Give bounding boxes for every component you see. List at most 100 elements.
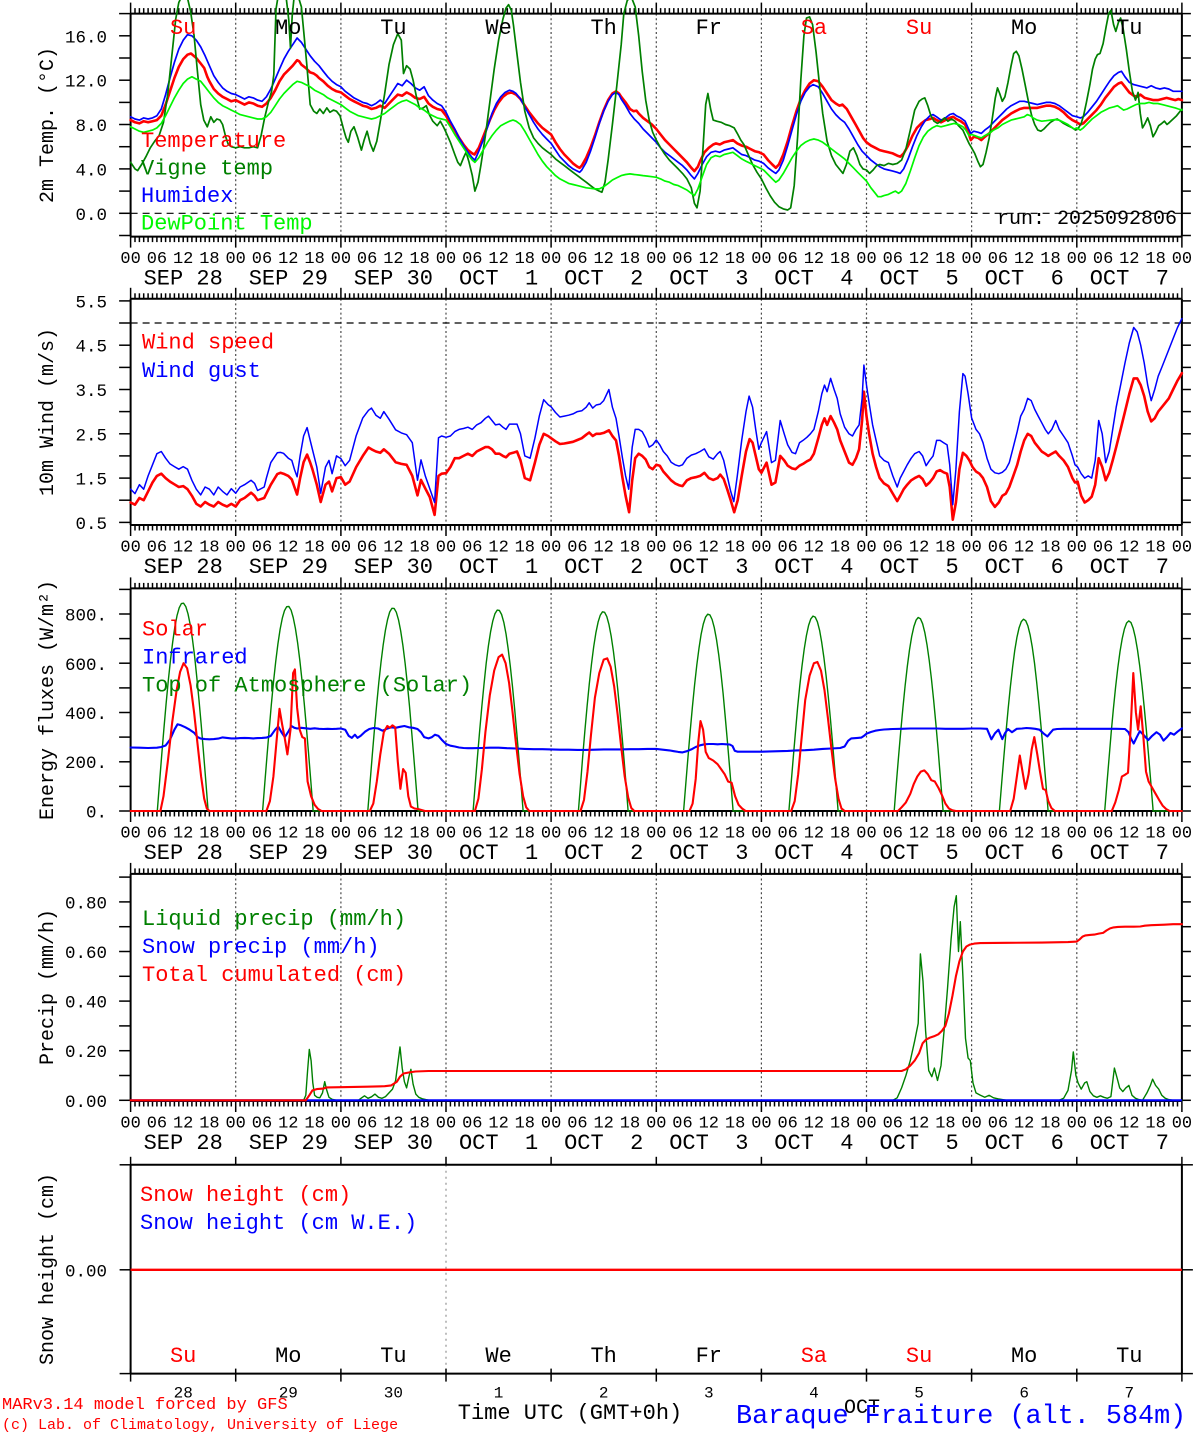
svg-text:00: 00	[541, 539, 561, 558]
svg-text:12: 12	[804, 539, 824, 558]
svg-text:06: 06	[462, 539, 482, 558]
svg-text:SEP 28: SEP 28	[144, 267, 223, 292]
svg-text:18: 18	[199, 539, 219, 558]
svg-text:06: 06	[567, 250, 587, 269]
svg-text:Th: Th	[590, 1344, 616, 1369]
svg-text:12: 12	[173, 539, 193, 558]
svg-text:18: 18	[725, 250, 745, 269]
svg-text:Tu: Tu	[1116, 16, 1142, 41]
svg-text:00: 00	[856, 825, 876, 844]
svg-text:run: 2025092806: run: 2025092806	[997, 208, 1177, 231]
svg-text:OCT 3: OCT 3	[669, 555, 748, 580]
svg-text:Fr: Fr	[696, 1344, 722, 1369]
svg-text:00: 00	[1067, 250, 1087, 269]
svg-text:DewPoint Temp: DewPoint Temp	[141, 212, 313, 237]
svg-text:600.: 600.	[65, 656, 107, 676]
svg-text:1.5: 1.5	[75, 471, 107, 491]
svg-text:SEP 30: SEP 30	[354, 1131, 433, 1156]
svg-text:12: 12	[383, 825, 403, 844]
svg-text:00: 00	[751, 825, 771, 844]
svg-text:06: 06	[1093, 250, 1113, 269]
svg-text:3.5: 3.5	[75, 382, 107, 402]
svg-text:1: 1	[494, 1385, 504, 1403]
svg-text:OCT 6: OCT 6	[985, 267, 1064, 292]
svg-text:00: 00	[961, 539, 981, 558]
svg-text:Snow height (cm W.E.): Snow height (cm W.E.)	[140, 1211, 417, 1236]
svg-text:18: 18	[515, 539, 535, 558]
svg-text:0.0: 0.0	[75, 206, 107, 226]
svg-text:18: 18	[304, 1115, 324, 1134]
svg-text:00: 00	[120, 1115, 140, 1134]
svg-text:00: 00	[1067, 825, 1087, 844]
svg-text:06: 06	[462, 1115, 482, 1134]
svg-text:00: 00	[646, 825, 666, 844]
svg-text:OCT 2: OCT 2	[564, 841, 643, 866]
svg-text:OCT 1: OCT 1	[459, 1131, 538, 1156]
svg-text:0.60: 0.60	[65, 944, 107, 964]
svg-text:06: 06	[777, 825, 797, 844]
svg-text:Mo: Mo	[275, 16, 301, 41]
svg-text:12: 12	[1014, 1115, 1034, 1134]
svg-text:06: 06	[777, 250, 797, 269]
svg-text:18: 18	[725, 539, 745, 558]
svg-text:Su: Su	[906, 16, 932, 41]
svg-text:18: 18	[515, 825, 535, 844]
svg-text:SEP 29: SEP 29	[249, 841, 328, 866]
svg-text:12: 12	[488, 539, 508, 558]
svg-text:06: 06	[883, 825, 903, 844]
svg-text:Temperature: Temperature	[141, 129, 286, 154]
svg-text:00: 00	[1172, 1115, 1192, 1134]
svg-text:Infrared: Infrared	[142, 646, 248, 671]
svg-text:12: 12	[909, 1115, 929, 1134]
svg-text:OCT 7: OCT 7	[1090, 1131, 1169, 1156]
svg-text:18: 18	[725, 1115, 745, 1134]
svg-text:0.40: 0.40	[65, 994, 107, 1014]
svg-text:00: 00	[120, 539, 140, 558]
svg-text:0.00: 0.00	[65, 1093, 107, 1113]
svg-text:18: 18	[725, 825, 745, 844]
svg-text:06: 06	[672, 825, 692, 844]
svg-text:3: 3	[704, 1385, 714, 1403]
svg-text:00: 00	[541, 825, 561, 844]
svg-text:18: 18	[409, 1115, 429, 1134]
svg-text:OCT 5: OCT 5	[879, 555, 958, 580]
svg-text:2m Temp. (°C): 2m Temp. (°C)	[37, 47, 60, 203]
svg-text:00: 00	[225, 825, 245, 844]
svg-text:18: 18	[1145, 250, 1165, 269]
svg-text:OCT 5: OCT 5	[879, 1131, 958, 1156]
svg-text:SEP 29: SEP 29	[249, 555, 328, 580]
svg-text:OCT 3: OCT 3	[669, 841, 748, 866]
svg-text:12.0: 12.0	[65, 73, 107, 93]
svg-text:OCT 6: OCT 6	[985, 555, 1064, 580]
svg-text:12: 12	[593, 539, 613, 558]
svg-text:12: 12	[804, 250, 824, 269]
svg-text:00: 00	[436, 825, 456, 844]
svg-text:Precip (mm/h): Precip (mm/h)	[37, 909, 60, 1065]
svg-text:2: 2	[599, 1385, 609, 1403]
svg-text:00: 00	[646, 1115, 666, 1134]
svg-text:12: 12	[909, 539, 929, 558]
svg-text:OCT 3: OCT 3	[669, 1131, 748, 1156]
svg-text:Total cumulated (cm): Total cumulated (cm)	[142, 963, 406, 988]
svg-text:12: 12	[1119, 1115, 1139, 1134]
svg-text:29: 29	[279, 1385, 298, 1403]
svg-text:0.5: 0.5	[75, 515, 107, 535]
svg-text:12: 12	[488, 1115, 508, 1134]
svg-text:Mo: Mo	[1011, 16, 1037, 41]
svg-text:00: 00	[961, 1115, 981, 1134]
svg-text:00: 00	[1172, 539, 1192, 558]
svg-text:Top of Atmosphere (Solar): Top of Atmosphere (Solar)	[142, 674, 472, 699]
svg-text:06: 06	[252, 250, 272, 269]
svg-text:12: 12	[173, 1115, 193, 1134]
svg-text:(c) Lab. of Climatology, Unive: (c) Lab. of Climatology, University of L…	[2, 1417, 398, 1434]
svg-text:06: 06	[1093, 539, 1113, 558]
svg-text:06: 06	[147, 1115, 167, 1134]
svg-text:12: 12	[383, 1115, 403, 1134]
svg-text:OCT 4: OCT 4	[774, 267, 853, 292]
svg-text:12: 12	[278, 539, 298, 558]
svg-text:12: 12	[699, 250, 719, 269]
svg-text:18: 18	[830, 825, 850, 844]
svg-text:00: 00	[856, 1115, 876, 1134]
svg-text:18: 18	[935, 250, 955, 269]
svg-text:18: 18	[1040, 825, 1060, 844]
